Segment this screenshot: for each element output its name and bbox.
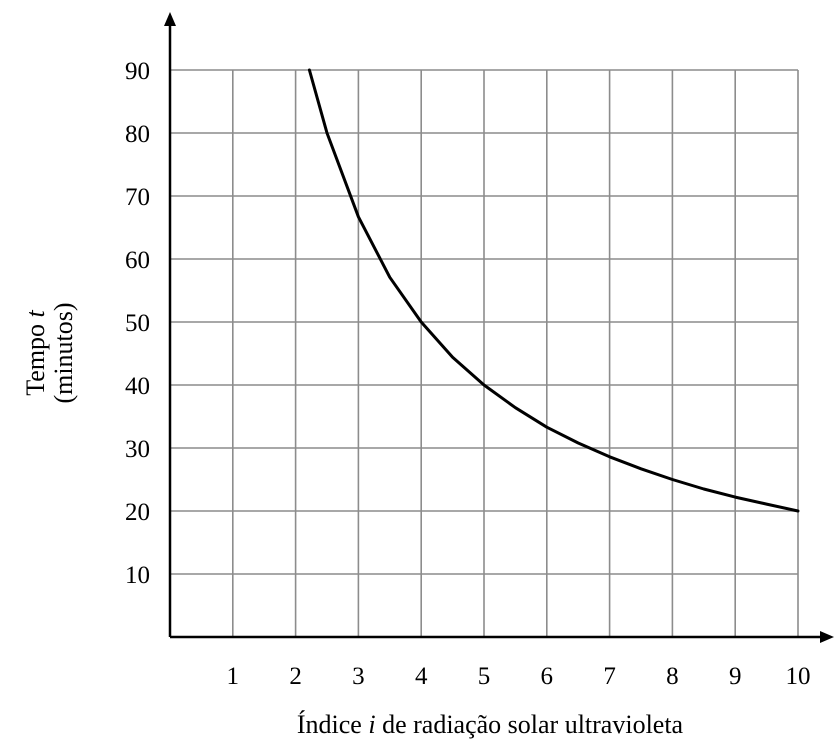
y-tick-label: 60 bbox=[125, 247, 150, 274]
y-axis-title-line1: Tempo t bbox=[21, 309, 50, 395]
x-axis-arrow bbox=[820, 631, 834, 643]
x-axis-title: Índice i de radiação solar ultravioleta bbox=[297, 710, 684, 739]
x-tick-label: 5 bbox=[478, 663, 491, 690]
y-tick-label: 70 bbox=[125, 184, 150, 211]
x-tick-label: 6 bbox=[541, 663, 554, 690]
x-axis-variable: i bbox=[368, 710, 375, 739]
x-tick-label: 1 bbox=[227, 663, 240, 690]
y-tick-label: 50 bbox=[125, 310, 150, 337]
y-tick-labels: 10 20 30 40 50 60 70 80 90 bbox=[125, 58, 150, 589]
y-axis-title: Tempo t (minutos) bbox=[21, 302, 78, 403]
y-tick-label: 40 bbox=[125, 373, 150, 400]
x-tick-label: 3 bbox=[352, 663, 365, 690]
y-tick-label: 30 bbox=[125, 436, 150, 463]
grid-lines bbox=[170, 69, 799, 637]
series-group bbox=[307, 68, 800, 513]
y-tick-label: 10 bbox=[125, 562, 150, 589]
x-tick-label: 2 bbox=[289, 663, 302, 690]
x-axis-title-before: Índice bbox=[297, 710, 368, 739]
x-tick-label: 7 bbox=[603, 663, 616, 690]
y-tick-label: 20 bbox=[125, 499, 150, 526]
y-axis-variable: t bbox=[21, 309, 50, 317]
x-tick-label: 4 bbox=[415, 663, 428, 690]
y-tick-label: 90 bbox=[125, 58, 150, 85]
y-axis-title-line2: (minutos) bbox=[49, 302, 78, 403]
x-axis-title-after: de radiação solar ultravioleta bbox=[376, 710, 684, 739]
y-axis-arrow bbox=[164, 12, 176, 26]
x-tick-label: 10 bbox=[786, 663, 811, 690]
y-axis-title-before: Tempo bbox=[21, 317, 50, 395]
axes bbox=[164, 12, 834, 643]
y-tick-label: 80 bbox=[125, 121, 150, 148]
x-tick-label: 8 bbox=[666, 663, 679, 690]
series-line bbox=[307, 68, 800, 513]
x-tick-label: 9 bbox=[729, 663, 742, 690]
x-tick-labels: 1 2 3 4 5 6 7 8 9 10 bbox=[227, 663, 811, 690]
